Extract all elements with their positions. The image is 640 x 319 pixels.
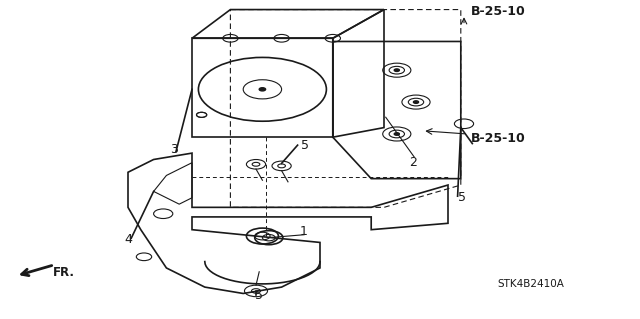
Text: 5: 5 (255, 289, 263, 301)
Text: 3: 3 (170, 144, 177, 156)
Circle shape (259, 88, 266, 91)
Circle shape (413, 101, 419, 103)
Text: 5: 5 (301, 139, 308, 152)
Text: B-25-10: B-25-10 (470, 5, 525, 18)
Text: 2: 2 (410, 156, 417, 169)
Text: STK4B2410A: STK4B2410A (498, 279, 564, 289)
Circle shape (394, 133, 399, 135)
Text: 4: 4 (125, 233, 132, 246)
Text: 1: 1 (300, 225, 307, 238)
Text: FR.: FR. (53, 266, 75, 279)
Text: B-25-10: B-25-10 (470, 132, 525, 145)
Circle shape (394, 69, 399, 71)
Text: 5: 5 (458, 191, 466, 204)
